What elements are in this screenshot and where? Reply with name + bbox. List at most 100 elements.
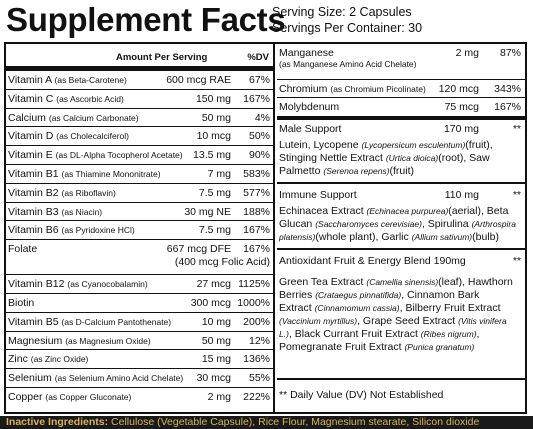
nutrient-dv: 50% bbox=[248, 130, 270, 143]
nutrient-name: Vitamin E (as DL-Alpha Tocopherol Acetat… bbox=[8, 149, 183, 162]
nutrient-amount: 75 mcg bbox=[444, 101, 479, 113]
nutrient-name: Vitamin A (as Beta-Carotene) bbox=[8, 74, 127, 86]
nutrient-amount: 2 mg bbox=[207, 391, 231, 403]
panel-title: Supplement Facts bbox=[6, 1, 286, 38]
nutrient-dv: 90% bbox=[248, 149, 270, 162]
nutrient-dv: 222% bbox=[243, 391, 270, 403]
nutrient-dv: 4% bbox=[254, 111, 270, 124]
blend-amount: 170 mg bbox=[443, 123, 479, 135]
nutrient-name: Copper (as Copper Gluconate) bbox=[8, 391, 132, 403]
nutrient-row: Biotin 300 mcg 1000% bbox=[6, 294, 273, 313]
nutrient-dv: 167% bbox=[243, 243, 270, 256]
nutrient-name: Folate bbox=[8, 243, 38, 256]
nutrient-row: Calcium (as Calcium Carbonate) 50 mg 4% bbox=[6, 109, 273, 128]
ingredient-line: Glucan (Saccharomyces cerevisiae), Spiru… bbox=[279, 218, 516, 230]
nutrient-amount: 600 mcg RAE bbox=[166, 74, 231, 86]
ingredient-line: Stinging Nettle Extract (Urtica dioica)(… bbox=[279, 152, 490, 164]
antioxidant-blend-ingredients: Green Tea Extract (Camellia sinensis)(le… bbox=[279, 276, 523, 354]
nutrient-name: Vitamin B1 (as Thiamine Mononitrate) bbox=[8, 168, 161, 180]
nutrient-amount: 30 mcg bbox=[196, 372, 231, 385]
ingredient-line: Echinacea Extract (Echinacea purpurea)(a… bbox=[279, 205, 509, 217]
nutrient-name: Zinc (as Zinc Oxide) bbox=[8, 353, 89, 366]
ingredient-line: Berries (Crataegus pinnatifida), Cinnamo… bbox=[279, 289, 480, 301]
nutrient-amount: 7.5 mg bbox=[198, 224, 231, 237]
nutrient-row: Vitamin A (as Beta-Carotene) 600 mcg RAE 6… bbox=[6, 71, 273, 90]
nutrient-name: Biotin bbox=[8, 297, 35, 309]
ingredient-line: (Vaccinium myrtillus), Grape Seed Extrac… bbox=[279, 315, 507, 327]
nutrient-row: Copper (as Copper Gluconate) 2 mg 222% bbox=[6, 388, 273, 407]
nutrient-row: Vitamin B3 (as Niacin) 30 mg NE 188% bbox=[6, 203, 273, 222]
nutrient-amount: 27 mcg bbox=[196, 278, 231, 291]
ingredient-line: platensis)(whole plant), Garlic (Allium … bbox=[279, 231, 499, 243]
nutrient-amount: 7 mg bbox=[207, 168, 231, 180]
nutrient-amount: 30 mg NE bbox=[184, 205, 231, 218]
row-chromium: Chromium (as Chromium Picolinate) 120 mc… bbox=[277, 80, 525, 98]
blend-name: Immune Support bbox=[279, 189, 357, 201]
ingredient-line: Green Tea Extract (Camellia sinensis)(le… bbox=[279, 276, 513, 288]
nutrient-name: Vitamin B3 (as Niacin) bbox=[8, 205, 103, 218]
nutrient-name: Vitamin B6 (as Pyridoxine HCl) bbox=[8, 224, 135, 237]
nutrient-dv: 188% bbox=[243, 205, 270, 218]
nutrient-amount: 7.5 mg bbox=[198, 186, 231, 199]
nutrient-amount: 667 mcg DFE bbox=[166, 243, 231, 256]
column-divider bbox=[273, 42, 275, 414]
nutrient-dv: 67% bbox=[248, 74, 270, 86]
nutrient-row: Vitamin D (as Cholecalciferol) 10 mcg 50% bbox=[6, 127, 273, 147]
row-antioxidant-blend: Antioxidant Fruit & Energy Blend 190mg *… bbox=[277, 252, 525, 380]
nutrient-dv: 200% bbox=[243, 315, 270, 328]
nutrient-dv: 577% bbox=[243, 186, 270, 199]
nutrient-dv: 1125% bbox=[238, 278, 270, 291]
blend-name: Antioxidant Fruit & Energy Blend 190mg bbox=[279, 255, 466, 267]
nutrient-name: Vitamin B5 (as D-Calcium Pantothenate) bbox=[8, 315, 172, 328]
nutrient-row: Selenium (as Selenium Amino Acid Chelate… bbox=[6, 369, 273, 388]
nutrient-row: Zinc (as Zinc Oxide) 15 mg 136% bbox=[6, 350, 273, 370]
servings-per-container: Servings Per Container: 30 bbox=[272, 21, 423, 35]
nutrient-amount: 13.5 mg bbox=[193, 149, 231, 162]
facts-frame bbox=[4, 42, 527, 414]
nutrient-amount: 10 mg bbox=[201, 315, 231, 328]
row-manganese: Manganese 2 mg 87% (as Manganese Amino A… bbox=[277, 44, 525, 80]
row-male-support: Male Support 170 mg ** bbox=[277, 120, 525, 184]
nutrient-dv: 1000% bbox=[237, 297, 270, 309]
nutrient-name: Chromium (as Chromium Picolinate) bbox=[279, 83, 426, 95]
blend-dv: ** bbox=[512, 189, 521, 201]
immune-support-ingredients: Echinacea Extract (Echinacea purpurea)(a… bbox=[279, 205, 523, 244]
nutrient-dv: 583% bbox=[243, 168, 270, 180]
serving-size: Serving Size: 2 Capsules bbox=[272, 5, 412, 19]
blend-dv: ** bbox=[512, 123, 521, 135]
nutrient-row: Vitamin B2 (as Riboflavin) 7.5 mg 577% bbox=[6, 184, 273, 203]
nutrient-name: Molybdenum bbox=[279, 101, 340, 113]
inactive-label: Inactive Ingredients: bbox=[6, 416, 109, 428]
nutrient-name: Manganese bbox=[279, 47, 334, 59]
nutrient-name: Selenium (as Selenium Amino Acid Chelate… bbox=[8, 372, 184, 385]
nutrient-name: Vitamin B12 (as Cyanocobalamin) bbox=[8, 278, 148, 291]
nutrient-dv: 167% bbox=[494, 101, 521, 113]
nutrient-dv: 87% bbox=[499, 47, 521, 59]
nutrient-row: Vitamin B12 (as Cyanocobalamin) 27 mcg 112… bbox=[6, 275, 273, 294]
nutrient-amount: 150 mg bbox=[195, 92, 231, 105]
nutrient-name: Vitamin C (as Ascorbic Acid) bbox=[8, 92, 124, 105]
nutrient-dv: 167% bbox=[243, 224, 270, 237]
nutrient-dv: 55% bbox=[248, 372, 270, 385]
nutrient-amount: 2 mg bbox=[455, 47, 479, 59]
ingredient-line: L.), Black Currant Fruit Extract (Ribes … bbox=[279, 328, 480, 340]
dv-header: %DV bbox=[247, 52, 269, 63]
nutrient-amount: 50 mg bbox=[201, 111, 231, 124]
nutrient-amount: 15 mg bbox=[201, 353, 231, 366]
nutrient-source: (as Manganese Amino Acid Chelate) bbox=[279, 59, 417, 69]
nutrient-row: Vitamin B6 (as Pyridoxine HCl) 7.5 mg 167% bbox=[6, 221, 273, 241]
blend-dv: ** bbox=[512, 255, 521, 267]
nutrient-amount: 10 mcg bbox=[196, 130, 231, 143]
nutrient-name: Vitamin D (as Cholecalciferol) bbox=[8, 130, 129, 143]
male-support-ingredients: Lutein, Lycopene (Lycopersicum esculentu… bbox=[279, 139, 523, 178]
nutrient-row: Vitamin B5 (as D-Calcium Pantothenate) 10… bbox=[6, 313, 273, 332]
nutrient-amount: 300 mcg bbox=[190, 297, 231, 309]
row-molybdenum: Molybdenum 75 mcg 167% bbox=[277, 98, 525, 120]
nutrient-row: Magnesium (as Magnesium Oxide) 50 mg 12% bbox=[6, 332, 273, 351]
nutrient-dv: 343% bbox=[494, 83, 521, 95]
row-immune-support: Immune Support 110 mg ** bbox=[277, 186, 525, 250]
header-rule bbox=[6, 66, 273, 71]
nutrient-name: Magnesium (as Magnesium Oxide) bbox=[8, 334, 151, 347]
ingredient-line: Palmetto (Serenoa repens)(fruit) bbox=[279, 165, 415, 177]
nutrient-row: Vitamin B1 (as Thiamine Mononitrate) 7 mg… bbox=[6, 165, 273, 184]
